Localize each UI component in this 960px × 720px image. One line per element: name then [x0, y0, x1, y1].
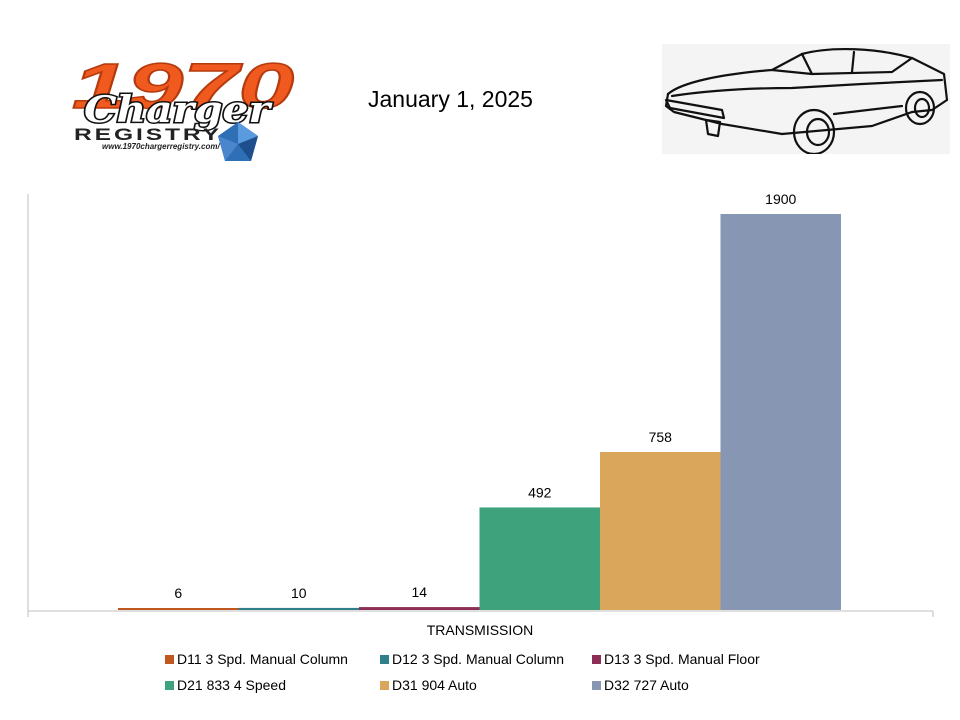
logo-number: 1970: [72, 52, 294, 122]
bar-1: [238, 607, 359, 610]
logo-url: www.1970chargerregistry.com/: [102, 142, 220, 151]
bar-value-label: 6: [174, 585, 182, 601]
bar-4: [600, 452, 721, 610]
legend-swatch: [592, 655, 601, 664]
legend-item: D12 3 Spd. Manual Column: [380, 651, 564, 667]
legend-item: D13 3 Spd. Manual Floor: [592, 651, 760, 667]
legend-label: D13 3 Spd. Manual Floor: [604, 651, 760, 667]
legend-swatch: [165, 681, 174, 690]
bar-2: [359, 607, 480, 610]
charger-registry-logo: 1970 Charger REGISTRY www.1970chargerreg…: [71, 52, 295, 161]
bar-3: [479, 507, 600, 610]
bar-0: [118, 608, 239, 610]
x-axis-label: TRANSMISSION: [427, 622, 534, 638]
page-title: January 1, 2025: [368, 86, 533, 112]
legend-label: D11 3 Spd. Manual Column: [177, 651, 348, 667]
legend-item: D21 833 4 Speed: [165, 677, 286, 693]
legend-swatch: [380, 681, 389, 690]
pentastar-icon: [218, 122, 258, 161]
legend-label: D21 833 4 Speed: [177, 677, 286, 693]
bar-value-label: 1900: [765, 191, 796, 207]
legend-item: D31 904 Auto: [380, 677, 477, 693]
bar-5: [720, 214, 841, 610]
bar-value-label: 14: [411, 584, 427, 600]
legend-swatch: [592, 681, 601, 690]
legend-label: D32 727 Auto: [604, 677, 689, 693]
legend-swatch: [380, 655, 389, 664]
legend-item: D32 727 Auto: [592, 677, 689, 693]
legend-item: D11 3 Spd. Manual Column: [165, 651, 348, 667]
bar-value-label: 10: [291, 585, 307, 601]
legend-label: D12 3 Spd. Manual Column: [392, 651, 564, 667]
legend-label: D31 904 Auto: [392, 677, 477, 693]
bar-value-label: 758: [649, 429, 673, 445]
legend-swatch: [165, 655, 174, 664]
logo-subtitle: REGISTRY: [74, 125, 222, 144]
logo-script: Charger: [84, 89, 273, 131]
bar-value-label: 492: [528, 484, 552, 500]
car-drawing-icon: [662, 44, 950, 154]
